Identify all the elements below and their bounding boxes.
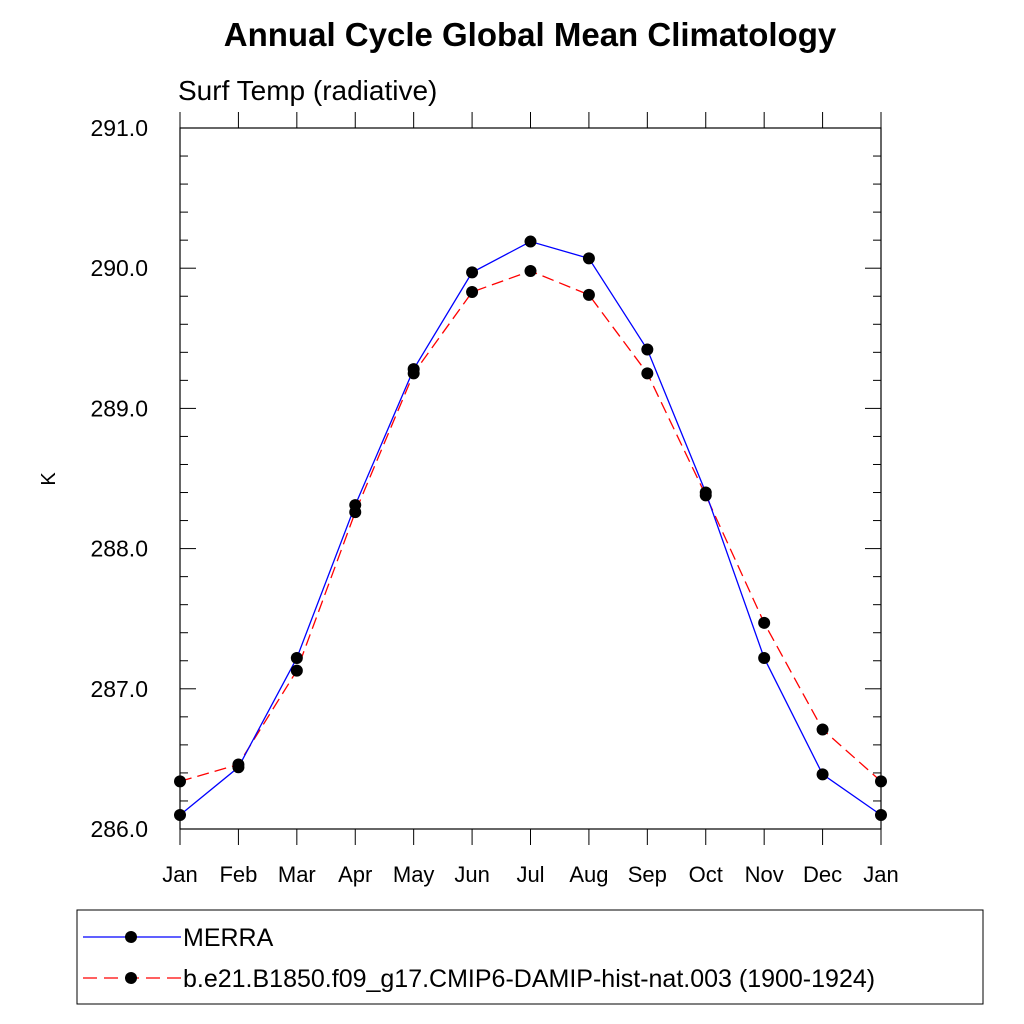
chart-subtitle: Surf Temp (radiative): [178, 75, 437, 106]
x-tick-label: Oct: [689, 862, 723, 887]
legend-box: [76, 909, 984, 1005]
x-tick-label: Jan: [162, 862, 197, 887]
data-point-series-2: [407, 367, 420, 380]
x-tick-label: Apr: [338, 862, 372, 887]
data-point-series-1: [641, 343, 654, 356]
data-point-series-2: [816, 723, 829, 736]
plot-frame: [179, 127, 882, 830]
y-tick-label: 288.0: [90, 536, 148, 562]
y-tick-label: 289.0: [90, 395, 148, 421]
x-tick-label: Dec: [803, 862, 842, 887]
y-axis-label: K: [38, 472, 60, 486]
data-point-series-1: [174, 808, 186, 821]
series-line-1: [179, 240, 882, 816]
legend: MERRA b.e21.B1850.f09_g17.CMIP6-DAMIP-his…: [83, 924, 875, 993]
series-layer: [174, 235, 887, 821]
y-tick-label: 291.0: [90, 115, 148, 141]
x-tick-label: May: [393, 862, 435, 887]
data-point-series-1: [524, 235, 537, 248]
legend-marker-1: [125, 931, 137, 943]
axis-ticks: [179, 112, 882, 845]
data-point-series-2: [758, 616, 771, 629]
data-point-series-2: [641, 367, 654, 380]
x-tick-labels: Jan Feb Mar Apr May Jun Jul Aug Sep Oct Nov Dec Jan: [162, 862, 898, 887]
legend-label-1: MERRA: [183, 924, 274, 952]
data-point-series-2: [699, 489, 712, 502]
x-tick-label: Sep: [628, 862, 667, 887]
legend-marker-2: [125, 972, 137, 984]
legend-label-2: b.e21.B1850.f09_g17.CMIP6-DAMIP-hist-nat…: [183, 965, 875, 993]
chart-title: Annual Cycle Global Mean Climatology: [224, 16, 837, 53]
data-point-series-2: [349, 506, 362, 519]
y-tick-label: 290.0: [90, 255, 148, 281]
x-tick-label: Jan: [863, 862, 898, 887]
x-tick-label: Jun: [454, 862, 489, 887]
data-point-series-2: [174, 775, 186, 788]
data-point-series-1: [758, 651, 771, 664]
series-line-2: [179, 270, 882, 782]
data-point-series-1: [816, 768, 829, 781]
data-point-series-1: [875, 808, 887, 821]
y-tick-labels: 286.0 287.0 288.0 289.0 290.0 291.0: [90, 115, 148, 842]
x-tick-label: Feb: [219, 862, 257, 887]
data-point-series-1: [582, 252, 595, 265]
data-point-series-2: [875, 775, 887, 788]
x-tick-label: Aug: [569, 862, 608, 887]
data-point-series-2: [232, 758, 245, 771]
x-tick-label: Nov: [745, 862, 784, 887]
y-tick-label: 287.0: [90, 676, 148, 702]
data-point-series-2: [582, 288, 595, 301]
data-point-series-1: [466, 266, 479, 279]
x-tick-label: Jul: [516, 862, 544, 887]
data-point-series-1: [290, 651, 303, 664]
data-point-series-2: [466, 286, 479, 299]
x-tick-label: Mar: [278, 862, 316, 887]
data-point-series-2: [524, 265, 537, 278]
data-point-series-2: [290, 664, 303, 677]
y-tick-label: 286.0: [90, 816, 148, 842]
